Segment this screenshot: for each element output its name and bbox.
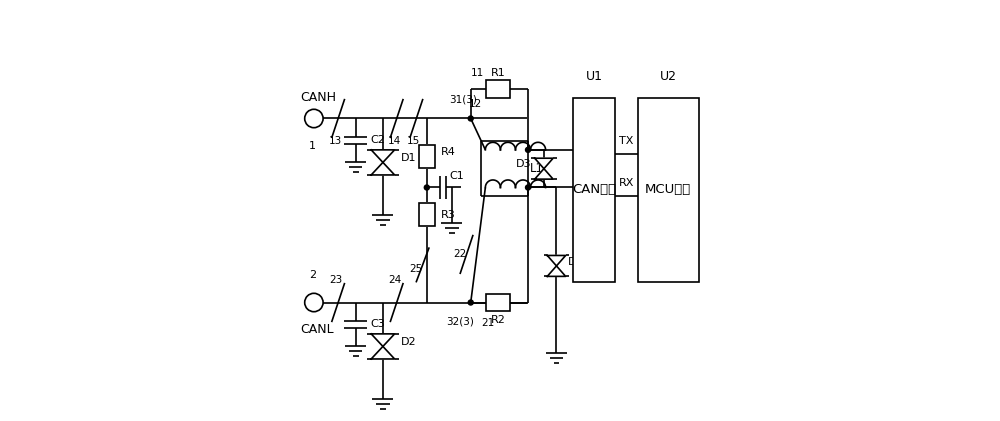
- Polygon shape: [535, 169, 553, 179]
- Circle shape: [468, 300, 473, 305]
- Text: 2: 2: [309, 270, 316, 280]
- Text: 32(3): 32(3): [446, 316, 474, 326]
- Text: C3: C3: [370, 319, 385, 329]
- Polygon shape: [371, 334, 395, 346]
- Text: D1: D1: [401, 153, 417, 163]
- Polygon shape: [547, 266, 566, 276]
- Bar: [486, 80, 510, 98]
- Text: CANL: CANL: [300, 323, 334, 336]
- Text: D3: D3: [516, 160, 531, 170]
- Text: 14: 14: [388, 136, 401, 147]
- Text: 22: 22: [453, 249, 467, 259]
- Text: 31(3): 31(3): [449, 95, 477, 105]
- Text: 24: 24: [388, 274, 401, 285]
- Text: R3: R3: [441, 210, 455, 220]
- Text: 13: 13: [329, 136, 342, 147]
- Text: R2: R2: [490, 315, 505, 325]
- Text: 23: 23: [329, 274, 342, 285]
- Text: MCU芯片: MCU芯片: [645, 183, 691, 196]
- Polygon shape: [371, 346, 395, 359]
- Text: 25: 25: [409, 264, 423, 274]
- Circle shape: [526, 185, 531, 190]
- Text: D2: D2: [401, 337, 417, 347]
- Text: CANH: CANH: [300, 91, 336, 104]
- Polygon shape: [535, 158, 553, 169]
- Text: U2: U2: [660, 70, 677, 83]
- Polygon shape: [547, 256, 566, 266]
- Text: C2: C2: [370, 135, 385, 145]
- Text: RX: RX: [619, 179, 635, 188]
- Text: R1: R1: [491, 68, 505, 78]
- Text: L1: L1: [530, 162, 544, 175]
- Bar: [638, 98, 699, 282]
- Text: CAN芯片: CAN芯片: [572, 183, 616, 196]
- Polygon shape: [371, 150, 395, 163]
- Polygon shape: [371, 163, 395, 175]
- Text: U1: U1: [586, 70, 603, 83]
- Text: 1: 1: [309, 141, 316, 151]
- Circle shape: [526, 147, 531, 152]
- Text: 12: 12: [469, 99, 482, 109]
- Text: 21: 21: [481, 318, 494, 328]
- Bar: [486, 294, 510, 311]
- Bar: [419, 203, 435, 226]
- Bar: [573, 98, 615, 282]
- Circle shape: [424, 185, 429, 190]
- Text: C1: C1: [450, 171, 464, 181]
- Text: 11: 11: [470, 68, 484, 78]
- Bar: [419, 145, 435, 168]
- Text: 15: 15: [407, 136, 420, 147]
- Text: D4: D4: [568, 257, 584, 267]
- Text: TX: TX: [619, 136, 634, 147]
- Circle shape: [468, 116, 473, 121]
- Text: R4: R4: [441, 147, 455, 157]
